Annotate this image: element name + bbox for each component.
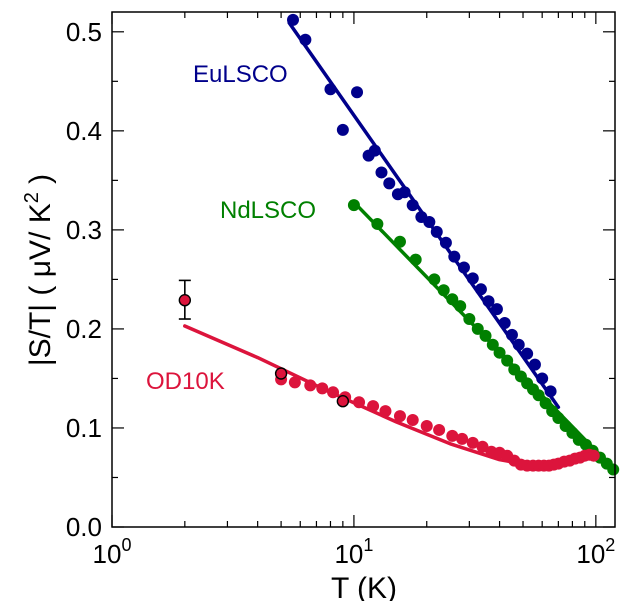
data-point <box>316 382 329 395</box>
data-point <box>490 303 503 316</box>
data-point <box>607 463 620 476</box>
y-axis-label-close: ) <box>24 174 57 192</box>
x-tick-label: 101 <box>334 535 373 569</box>
data-point <box>498 316 511 329</box>
x-tick-label-exponent: 0 <box>121 535 131 555</box>
data-point <box>371 217 384 230</box>
data-point <box>471 322 484 335</box>
data-point-outlined <box>336 395 350 408</box>
data-point <box>479 329 492 342</box>
data-point <box>324 83 337 96</box>
x-tick-label-exponent: 2 <box>605 535 615 555</box>
x-axis-label: T (K) <box>331 572 397 601</box>
data-point <box>379 405 392 418</box>
data-point <box>406 199 419 212</box>
data-point <box>423 215 436 228</box>
data-point <box>433 423 446 436</box>
y-tick-label: 0.5 <box>66 17 102 47</box>
data-point <box>454 300 467 313</box>
data-point <box>393 410 406 423</box>
data-point <box>521 347 534 360</box>
data-point <box>544 385 557 398</box>
data-point <box>428 273 441 286</box>
data-point <box>587 449 600 462</box>
data-point <box>448 250 461 263</box>
data-point <box>539 397 552 410</box>
data-point <box>336 123 349 136</box>
data-point <box>304 379 317 392</box>
data-point <box>486 338 499 351</box>
data-point <box>375 166 388 179</box>
y-tick-label: 0.4 <box>66 116 102 146</box>
data-point <box>532 389 545 402</box>
y-axis-label-superscript: 2 <box>21 192 43 203</box>
series-labels: EuLSCO NdLSCO OD10K <box>146 61 316 395</box>
data-point <box>446 293 459 306</box>
data-point <box>353 396 366 409</box>
data-point <box>501 354 514 367</box>
data-point <box>482 295 495 308</box>
data-point <box>409 253 422 266</box>
x-tick-label-base: 10 <box>93 539 122 569</box>
y-axis-label-main: |S/T| ( μV/ K <box>24 203 57 366</box>
data-point <box>437 284 450 297</box>
data-point <box>347 199 360 212</box>
data-point <box>528 358 541 371</box>
data-points <box>178 13 620 476</box>
data-point <box>327 386 340 399</box>
data-point <box>476 440 489 453</box>
data-point <box>536 372 549 385</box>
y-tick-label: 0.1 <box>66 413 102 443</box>
data-point <box>474 283 487 296</box>
series-label-od10k: OD10K <box>146 368 225 395</box>
data-point <box>446 429 459 442</box>
data-point <box>493 346 506 359</box>
data-point <box>466 436 479 449</box>
data-point <box>367 400 380 413</box>
data-point <box>456 432 469 445</box>
x-tick-label-base: 10 <box>334 539 363 569</box>
data-point <box>439 236 452 249</box>
data-point <box>463 313 476 326</box>
data-point <box>287 13 300 26</box>
x-tick-label: 102 <box>576 535 615 569</box>
data-point <box>420 419 433 432</box>
y-tick-label: 0.0 <box>66 512 102 542</box>
series-label-eulsco: EuLSCO <box>193 61 288 88</box>
data-point <box>430 225 443 238</box>
data-point <box>351 86 364 99</box>
data-point <box>505 328 518 341</box>
data-point <box>457 261 470 274</box>
data-point <box>368 144 381 157</box>
data-point <box>406 414 419 427</box>
plot-frame <box>111 11 616 528</box>
x-tick-label-base: 10 <box>576 539 605 569</box>
y-axis-label: |S/T| ( μV/ K2 ) <box>21 174 57 366</box>
data-point <box>552 412 565 425</box>
data-point <box>393 235 406 248</box>
data-point-outlined <box>178 294 192 307</box>
x-tick-label-exponent: 1 <box>363 535 373 555</box>
data-point <box>383 177 396 190</box>
data-point <box>466 272 479 285</box>
data-point <box>398 186 411 199</box>
x-tick-label: 100 <box>93 535 132 569</box>
series-label-ndlsco: NdLSCO <box>220 197 316 224</box>
y-tick-label: 0.2 <box>66 314 102 344</box>
y-tick-label: 0.3 <box>66 215 102 245</box>
data-point-outlined <box>274 367 288 380</box>
data-point <box>288 376 301 389</box>
data-point <box>512 338 525 351</box>
data-point <box>299 33 312 46</box>
